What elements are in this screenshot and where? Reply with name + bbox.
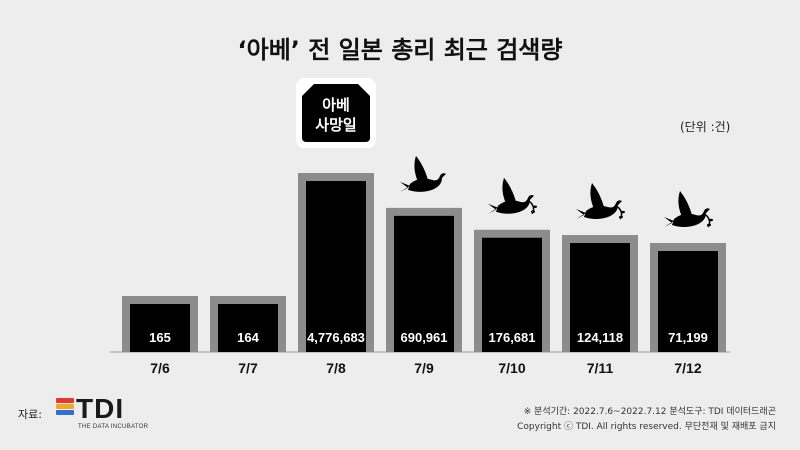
bar <box>306 181 366 352</box>
tdi-logo-mark-icon <box>56 398 74 420</box>
bar <box>570 243 630 352</box>
analysis-period-note: ※ 분석기간: 2022.7.6~2022.7.12 분석도구: TDI 데이터… <box>523 407 776 417</box>
annotation-text: 사망일 <box>315 116 356 134</box>
bar <box>482 237 542 352</box>
x-tick-label: 7/11 <box>587 360 614 376</box>
bar-value-label: 164 <box>237 330 259 345</box>
dove-with-branch-icon <box>576 183 625 220</box>
bar <box>658 251 718 352</box>
bar-value-label: 71,199 <box>668 330 708 345</box>
annotation-text: 아베 <box>322 96 350 114</box>
bar-value-label: 165 <box>149 330 171 345</box>
x-tick-label: 7/10 <box>498 360 525 376</box>
tdi-logo: TDI THE DATA INCUBATOR <box>56 393 156 436</box>
unit-label: (단위 :건) <box>680 120 731 134</box>
bar-value-label: 690,961 <box>401 330 448 345</box>
x-tick-label: 7/9 <box>414 360 434 376</box>
x-tick-label: 7/12 <box>674 360 701 376</box>
dove-with-branch-icon <box>488 177 537 215</box>
chart-title: ‘아베’ 전 일본 총리 최근 검색량 <box>237 36 563 64</box>
dove-with-branch-icon <box>664 191 713 228</box>
logo-text: TDI <box>76 393 125 424</box>
bar <box>394 215 454 352</box>
bar-value-label: 124,118 <box>577 330 623 345</box>
logo-subtitle: THE DATA INCUBATOR <box>78 424 149 430</box>
bar-value-label: 176,681 <box>489 330 536 345</box>
source-label: 자료: <box>18 408 42 421</box>
dove-icon <box>400 155 446 192</box>
x-tick-label: 7/8 <box>326 360 346 376</box>
x-tick-label: 7/6 <box>150 360 170 376</box>
bar-value-label: 4,776,683 <box>307 330 365 345</box>
copyright-note: Copyright ⓒ TDI. All rights reserved. 무단… <box>517 422 776 432</box>
bar <box>130 303 190 352</box>
bar <box>218 304 278 352</box>
x-tick-label: 7/7 <box>238 360 258 376</box>
bars-group: 165 7/6 164 7/7 4,776,683 7/8 690,961 7/9 176,68… <box>122 173 726 376</box>
